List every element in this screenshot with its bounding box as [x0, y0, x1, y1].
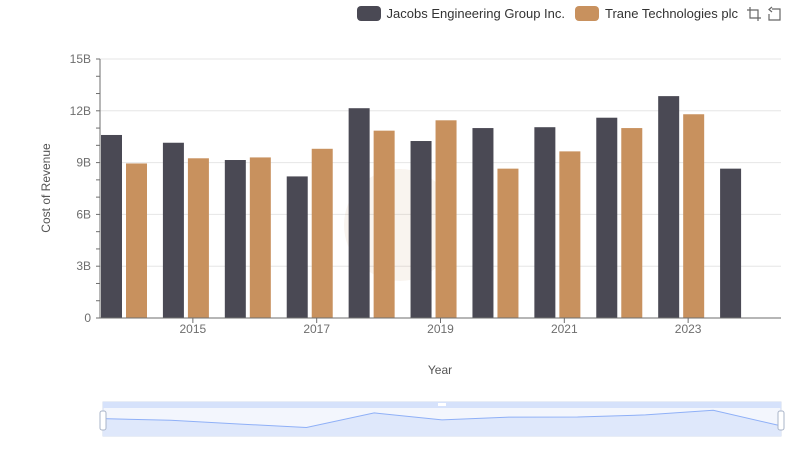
y-tick-label: 0 — [84, 311, 91, 325]
restore-icon[interactable] — [766, 6, 782, 22]
bar-jacobs-2023[interactable] — [658, 96, 680, 318]
x-axis-title: Year — [428, 363, 452, 377]
y-tick-label: 6B — [76, 207, 91, 221]
y-tick-label: 15B — [70, 52, 91, 66]
x-tick-label: 2021 — [551, 322, 578, 336]
data-zoom-slider[interactable] — [99, 401, 785, 437]
bar-trane-2022[interactable] — [621, 128, 643, 318]
bar-trane-2020[interactable] — [497, 168, 519, 318]
bar-jacobs-2019[interactable] — [410, 141, 432, 318]
x-tick-label: 2019 — [427, 322, 454, 336]
bar-jacobs-2015[interactable] — [162, 142, 184, 318]
zoom-handle-left[interactable] — [99, 410, 107, 431]
bar-jacobs-2014[interactable] — [101, 134, 122, 318]
legend-label-trane: Trane Technologies plc — [605, 5, 738, 21]
x-tick-label: 2017 — [303, 322, 330, 336]
legend-swatch-jacobs — [356, 5, 381, 21]
bar-trane-2019[interactable] — [435, 120, 457, 319]
bars — [101, 96, 742, 319]
zoom-area — [103, 410, 781, 436]
bar-trane-2014[interactable] — [126, 163, 147, 318]
bar-jacobs-2016[interactable] — [224, 160, 246, 318]
legend-swatch-trane — [575, 5, 600, 21]
bar-jacobs-2020[interactable] — [472, 128, 494, 318]
zoom-icon[interactable] — [746, 6, 762, 22]
bar-jacobs-2018[interactable] — [348, 108, 370, 319]
bar-trane-2017[interactable] — [311, 148, 333, 318]
y-tick-label: 3B — [76, 259, 91, 273]
legend: Jacobs Engineering Group Inc. Trane Tech… — [356, 4, 738, 22]
y-tick-label: 12B — [70, 104, 91, 118]
toolbox — [746, 6, 782, 22]
bar-trane-2016[interactable] — [249, 157, 271, 318]
bar-jacobs-2017[interactable] — [286, 176, 308, 318]
bar-jacobs-2024[interactable] — [720, 168, 742, 318]
bar-trane-2018[interactable] — [373, 130, 395, 318]
bar-trane-2021[interactable] — [559, 151, 581, 318]
bar-trane-2015[interactable] — [187, 158, 209, 318]
x-tick-label: 2023 — [675, 322, 702, 336]
legend-item-jacobs[interactable]: Jacobs Engineering Group Inc. — [356, 5, 566, 21]
y-axis-title: Cost of Revenue — [39, 143, 53, 233]
zoom-handle-right[interactable] — [777, 410, 785, 431]
zoom-drag-grip[interactable] — [438, 403, 446, 406]
y-tick-label: 9B — [76, 156, 91, 170]
bar-trane-2023[interactable] — [683, 114, 705, 319]
bar-jacobs-2021[interactable] — [534, 127, 556, 318]
bar-jacobs-2022[interactable] — [596, 117, 618, 318]
x-tick-label: 2015 — [180, 322, 207, 336]
axes: 0 3B 6B 9B 12B 15B 2015 2017 2019 2021 2023 — [70, 52, 781, 336]
legend-item-trane[interactable]: Trane Technologies plc — [575, 5, 738, 21]
zoom-line — [102, 409, 782, 429]
legend-label-jacobs: Jacobs Engineering Group Inc. — [386, 5, 566, 21]
